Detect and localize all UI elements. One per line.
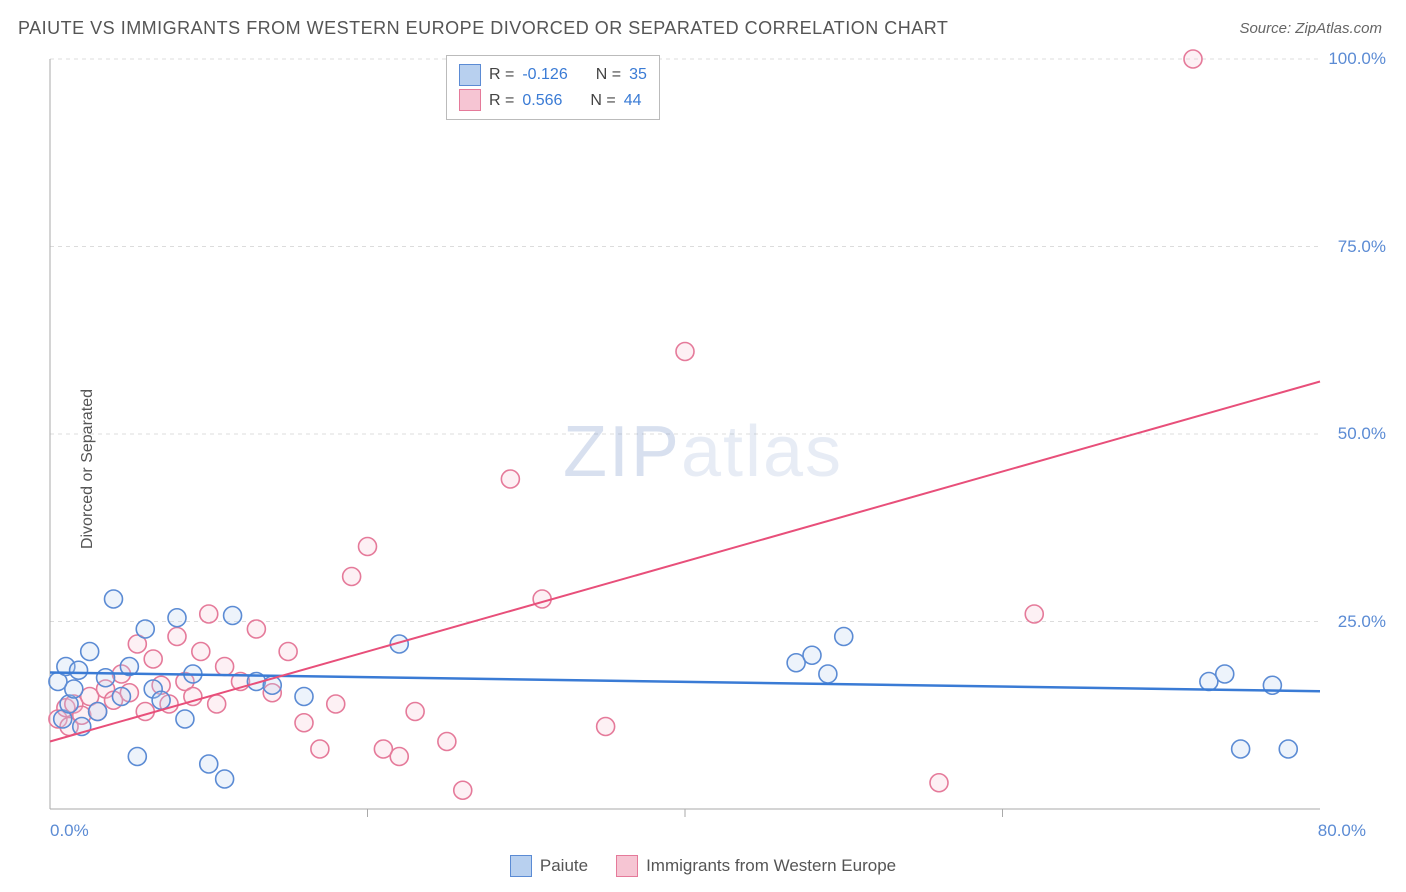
x-min-label: 0.0% [50,821,89,841]
swatch-paiute-bottom [510,855,532,877]
y-axis-label: Divorced or Separated [79,389,97,549]
chart-title: PAIUTE VS IMMIGRANTS FROM WESTERN EUROPE… [18,18,948,39]
n-value-immigrants: 44 [624,88,642,114]
legend-item-paiute: Paiute [510,855,588,877]
source-label: Source: ZipAtlas.com [1239,20,1382,37]
swatch-immigrants [459,89,481,111]
r-value-paiute: -0.126 [522,62,567,88]
legend-correlation: R = -0.126 N = 35 R = 0.566 N = 44 [446,55,660,120]
n-value-paiute: 35 [629,62,647,88]
swatch-immigrants-bottom [616,855,638,877]
swatch-paiute [459,64,481,86]
y-tick-label: 50.0% [1338,424,1386,444]
y-tick-label: 25.0% [1338,612,1386,632]
header: PAIUTE VS IMMIGRANTS FROM WESTERN EUROPE… [0,0,1406,49]
legend-row-paiute: R = -0.126 N = 35 [459,62,647,88]
x-max-label: 80.0% [1318,821,1366,841]
legend-item-immigrants: Immigrants from Western Europe [616,855,896,877]
scatter-chart [0,49,1406,889]
series-label-immigrants: Immigrants from Western Europe [646,856,896,876]
r-value-immigrants: 0.566 [522,88,562,114]
legend-row-immigrants: R = 0.566 N = 44 [459,88,647,114]
y-tick-label: 75.0% [1338,237,1386,257]
legend-series: Paiute Immigrants from Western Europe [0,855,1406,877]
y-tick-label: 100.0% [1328,49,1386,69]
series-label-paiute: Paiute [540,856,588,876]
chart-container: Divorced or Separated ZIPatlas R = -0.12… [0,49,1406,889]
